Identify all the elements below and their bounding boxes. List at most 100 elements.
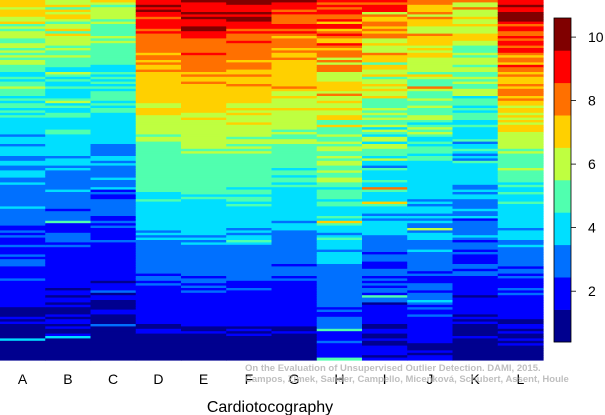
heatmap-cell-E-88 (181, 211, 227, 215)
heatmap-cell-L-15 (497, 36, 544, 39)
heatmap-cell-H-105 (316, 252, 363, 255)
heatmap-cell-K-94 (452, 225, 499, 229)
heatmap-cell-L-145 (497, 348, 544, 351)
heatmap-cell-E-22 (181, 52, 227, 56)
heatmap-cell-J-143 (407, 343, 454, 347)
heatmap-cell-K-121 (452, 290, 499, 294)
heatmap-cell-A-119 (0, 285, 46, 289)
heatmap-cell-A-141 (0, 338, 46, 342)
heatmap-cell-I-6 (362, 14, 408, 18)
heatmap-cell-H-123 (316, 295, 363, 299)
heatmap-cell-G-88 (271, 211, 318, 215)
heatmap-cell-J-19 (407, 45, 454, 49)
heatmap-cell-J-59 (407, 141, 454, 145)
heatmap-cell-E-105 (181, 252, 227, 255)
heatmap-cell-B-6 (45, 14, 92, 18)
heatmap-cell-B-39 (45, 93, 92, 97)
heatmap-cell-J-114 (407, 273, 454, 277)
heatmap-cell-I-30 (362, 72, 408, 75)
heatmap-cell-A-81 (0, 194, 46, 198)
heatmap-cell-L-90 (497, 216, 544, 219)
heatmap-cell-G-90 (271, 216, 318, 219)
heatmap-cell-H-47 (316, 112, 363, 116)
heatmap-cell-D-35 (135, 84, 182, 87)
heatmap-cell-E-43 (181, 103, 227, 107)
heatmap-cell-A-139 (0, 333, 46, 337)
heatmap-cell-C-97 (90, 232, 137, 236)
heatmap-cell-L-31 (497, 74, 544, 78)
heatmap-cell-J-92 (407, 220, 454, 224)
heatmap-cell-K-89 (452, 213, 499, 217)
heatmap-cell-G-94 (271, 225, 318, 229)
heatmap-cell-K-39 (452, 93, 499, 97)
heatmap-cell-D-82 (135, 196, 182, 200)
heatmap-cell-G-67 (271, 160, 318, 164)
heatmap-cell-F-99 (226, 237, 273, 241)
heatmap-cell-D-59 (135, 141, 182, 145)
heatmap-cell-E-114 (181, 273, 227, 277)
heatmap-cell-D-120 (135, 288, 182, 291)
heatmap-cell-I-112 (362, 268, 408, 272)
heatmap-cell-K-118 (452, 283, 499, 287)
heatmap-cell-K-53 (452, 127, 499, 131)
heatmap-cell-D-49 (135, 117, 182, 121)
heatmap-cell-L-24 (497, 57, 544, 61)
x-tick-J: J (426, 371, 433, 387)
heatmap-cell-G-96 (271, 230, 318, 234)
heatmap-cell-E-40 (181, 96, 227, 99)
heatmap-cell-L-22 (497, 52, 544, 56)
heatmap-cell-G-119 (271, 285, 318, 289)
heatmap-cell-E-55 (181, 132, 227, 135)
heatmap-cell-I-114 (362, 273, 408, 277)
heatmap-cell-C-29 (90, 69, 137, 73)
heatmap-cell-J-32 (407, 76, 454, 80)
heatmap-cell-D-28 (135, 67, 182, 71)
heatmap-cell-A-113 (0, 271, 46, 275)
heatmap-cell-L-70 (497, 168, 544, 171)
heatmap-cell-B-4 (45, 9, 92, 13)
heatmap-cell-K-76 (452, 182, 499, 186)
heatmap-cell-E-47 (181, 112, 227, 116)
heatmap-cell-J-31 (407, 74, 454, 78)
heatmap-cell-C-58 (90, 139, 137, 143)
heatmap-cell-I-146 (362, 350, 408, 354)
heatmap-cell-H-21 (316, 50, 363, 54)
heatmap-cell-E-44 (181, 105, 227, 109)
heatmap-cell-I-116 (362, 278, 408, 282)
heatmap-cell-H-34 (316, 81, 363, 85)
heatmap-cell-F-125 (226, 300, 273, 303)
heatmap-cell-F-149 (226, 357, 273, 361)
heatmap-cell-G-108 (271, 259, 318, 263)
heatmap-cell-I-58 (362, 139, 408, 143)
heatmap-cell-H-29 (316, 69, 363, 73)
heatmap-cell-D-143 (135, 343, 182, 347)
heatmap-cell-E-129 (181, 309, 227, 313)
heatmap-cell-A-145 (0, 348, 46, 351)
heatmap-cell-I-148 (362, 355, 408, 359)
heatmap-cell-J-104 (407, 249, 454, 253)
heatmap-cell-C-125 (90, 300, 137, 303)
heatmap-cell-G-72 (271, 172, 318, 176)
heatmap-cell-F-58 (226, 139, 273, 143)
heatmap-cell-G-92 (271, 220, 318, 224)
heatmap-cell-G-111 (271, 266, 318, 270)
heatmap-cell-J-54 (407, 129, 454, 133)
heatmap-cell-J-127 (407, 304, 454, 308)
heatmap-cell-H-35 (316, 84, 363, 87)
heatmap-cell-J-6 (407, 14, 454, 18)
heatmap-cell-H-145 (316, 348, 363, 351)
heatmap-cell-A-104 (0, 249, 46, 253)
heatmap-cell-G-36 (271, 86, 318, 90)
heatmap-cell-H-61 (316, 146, 363, 150)
heatmap-cell-K-66 (452, 158, 499, 162)
heatmap-cell-A-4 (0, 9, 46, 13)
heatmap-cell-I-32 (362, 76, 408, 80)
heatmap-cell-C-127 (90, 304, 137, 308)
heatmap-cell-G-101 (271, 242, 318, 246)
heatmap-cell-G-147 (271, 352, 318, 356)
heatmap-cell-L-2 (497, 4, 544, 8)
heatmap-cell-K-87 (452, 208, 499, 212)
heatmap-cell-L-111 (497, 266, 544, 270)
heatmap-cell-C-140 (90, 336, 137, 339)
heatmap-cell-E-127 (181, 304, 227, 308)
